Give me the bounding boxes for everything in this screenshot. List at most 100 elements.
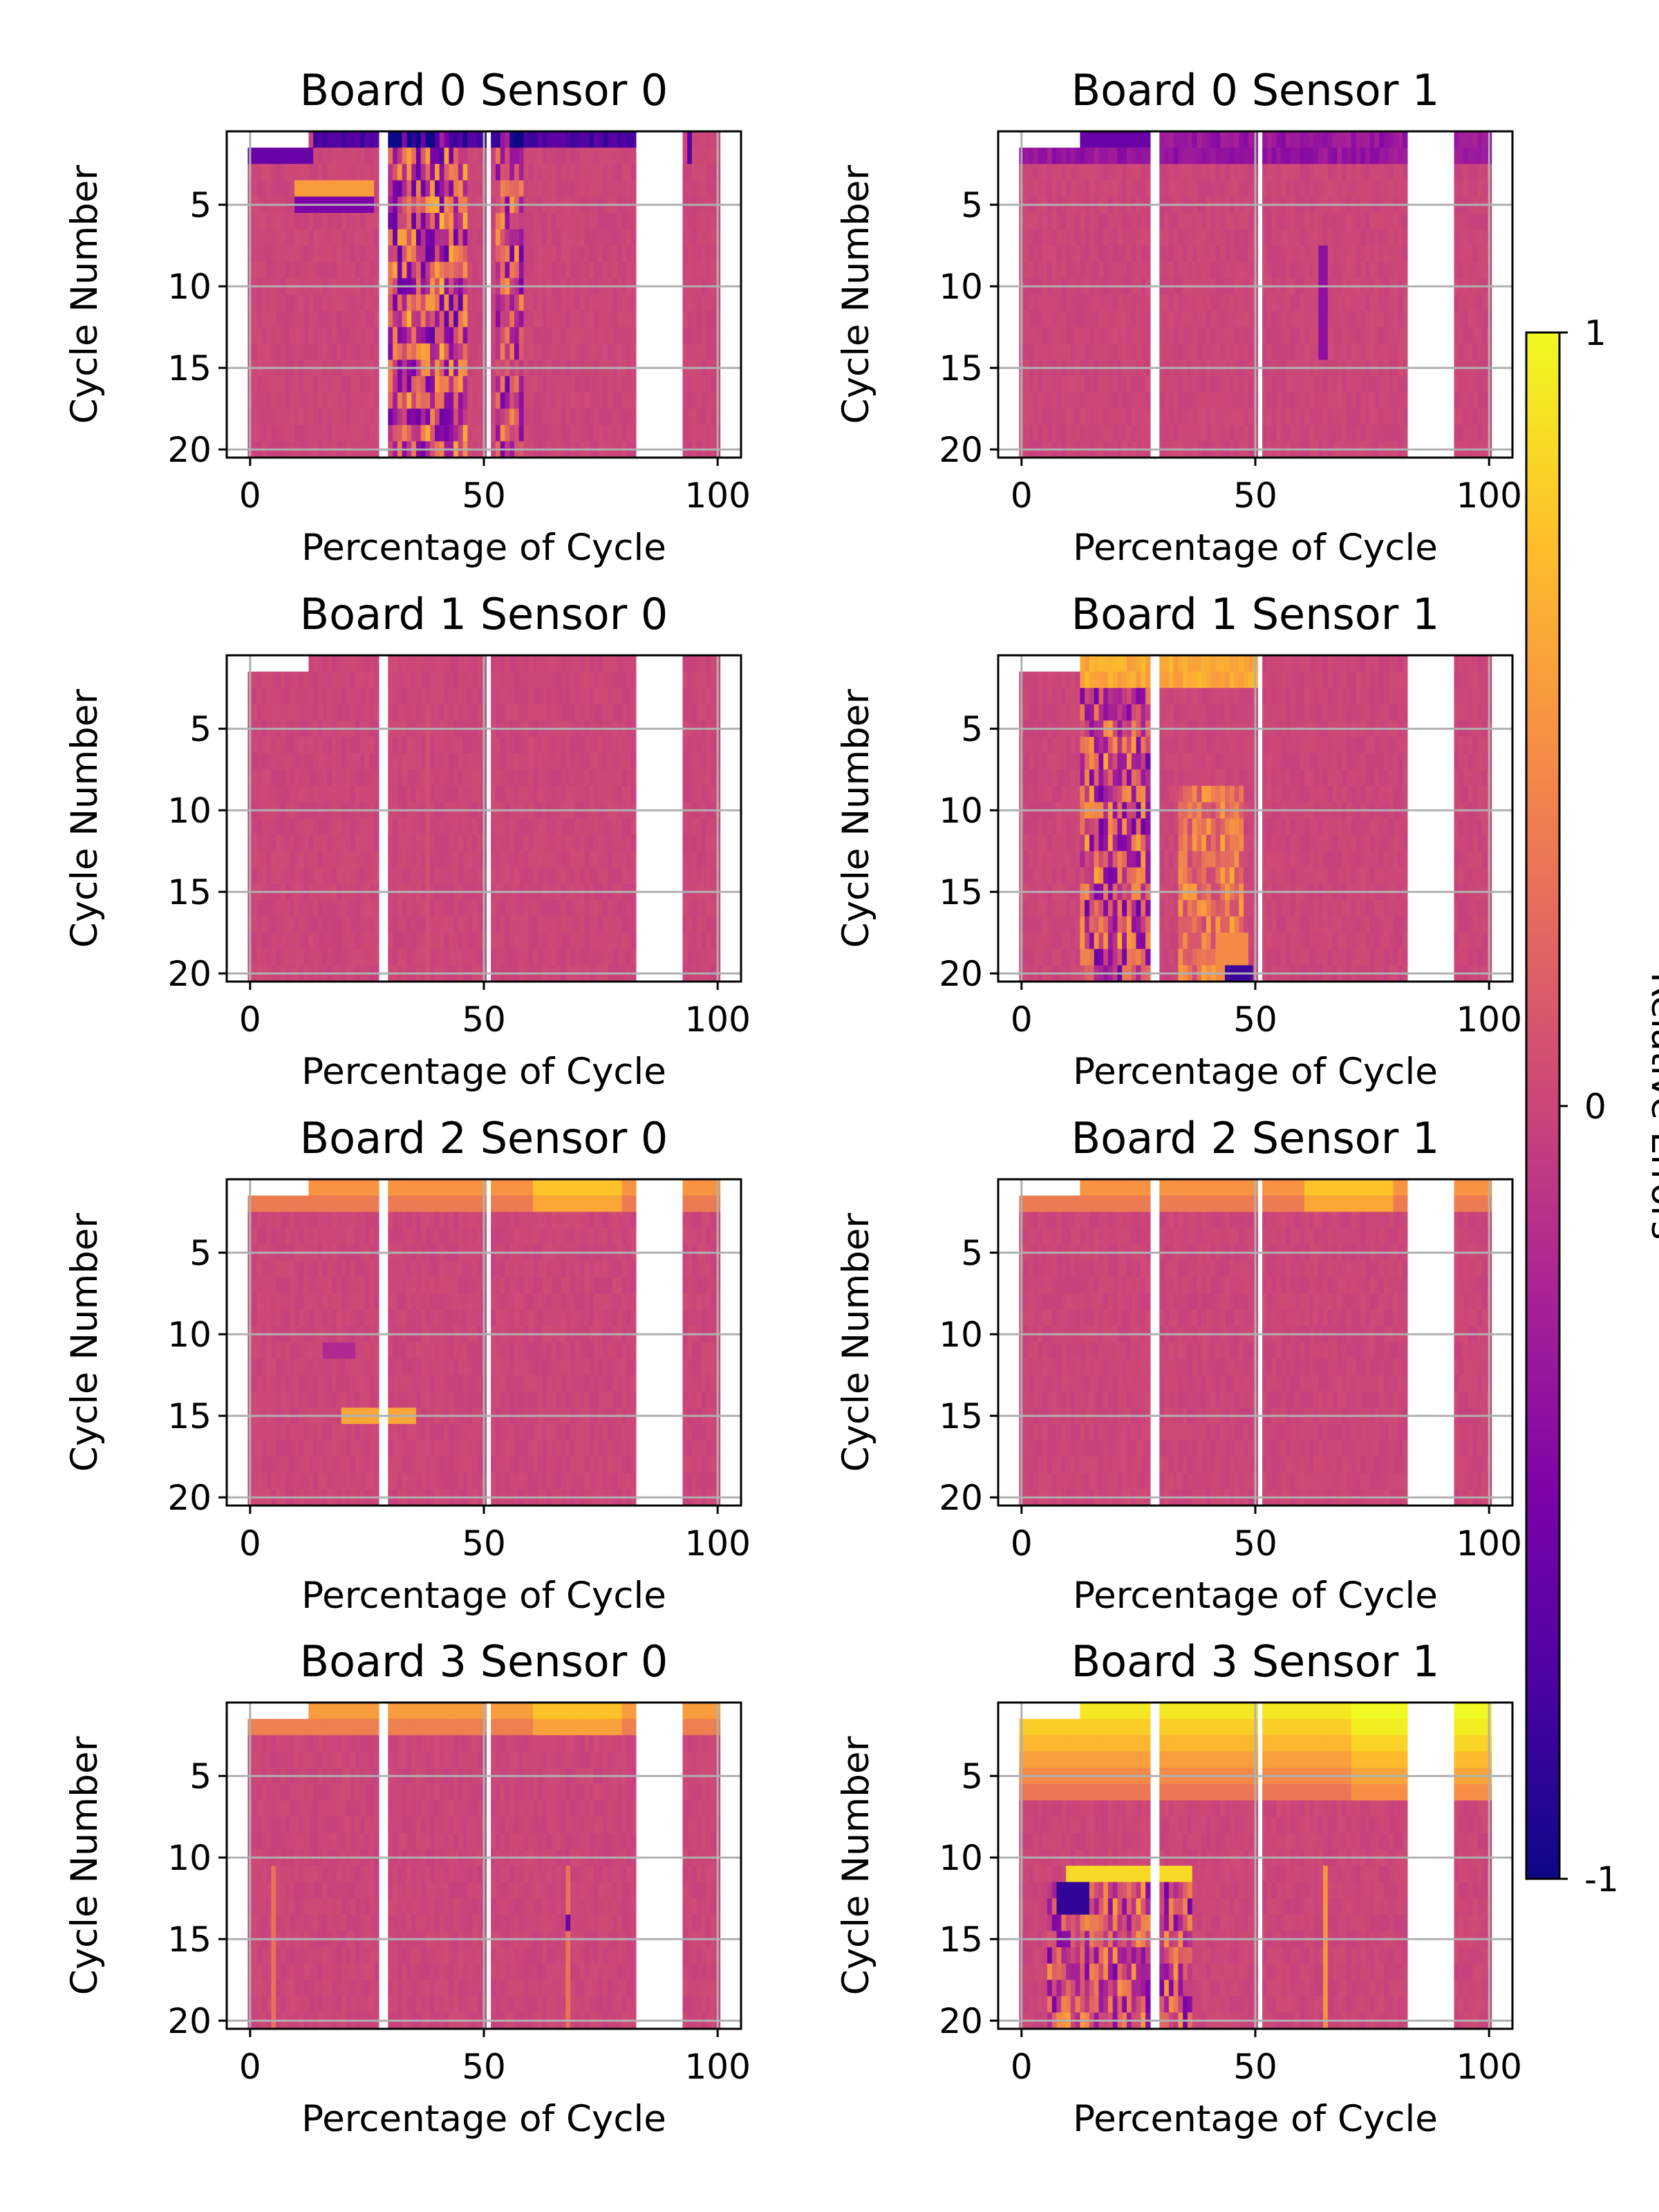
heatmap-cell <box>682 753 688 770</box>
heatmap-cell <box>308 737 314 754</box>
heatmap-cell <box>1029 294 1034 312</box>
heatmap-cell <box>271 180 276 197</box>
x-tick-label: 100 <box>684 476 750 516</box>
heatmap-cell <box>1271 424 1277 442</box>
heatmap-cell <box>1225 261 1230 279</box>
heatmap-cell <box>542 164 547 181</box>
heatmap-cell <box>1281 213 1286 230</box>
heatmap-cell <box>1145 343 1151 360</box>
heatmap-cell <box>430 376 435 393</box>
heatmap-cell <box>355 900 361 917</box>
heatmap-cell <box>579 180 585 197</box>
heatmap-cell <box>1136 180 1141 197</box>
heatmap-cell <box>453 409 459 426</box>
heatmap-cell <box>505 164 510 181</box>
heatmap-cell <box>523 376 529 393</box>
heatmap-cell <box>1388 376 1394 393</box>
heatmap-cell <box>476 769 482 787</box>
heatmap-cell <box>1234 229 1239 246</box>
heatmap-cell <box>327 818 332 836</box>
heatmap-cell <box>692 900 697 917</box>
heatmap-cell <box>491 310 496 328</box>
heatmap-cell <box>1239 180 1244 197</box>
heatmap-cell <box>687 818 693 836</box>
heatmap-cell <box>1192 131 1198 149</box>
x-tick-label: 0 <box>239 476 261 516</box>
heatmap-cell <box>303 867 309 884</box>
heatmap-cell <box>1168 147 1174 165</box>
heatmap-cell <box>280 327 286 344</box>
heatmap-cell <box>1229 294 1235 312</box>
heatmap-cell <box>388 704 393 721</box>
heatmap-cell <box>1318 376 1324 393</box>
heatmap-cell <box>420 261 427 279</box>
heatmap-cell <box>621 261 627 279</box>
heatmap-cell <box>1056 147 1062 165</box>
heatmap-cell <box>1248 261 1254 279</box>
heatmap-cell <box>261 688 268 705</box>
heatmap-cell <box>547 704 552 721</box>
heatmap-cell <box>598 688 604 705</box>
heatmap-cell <box>1225 327 1230 344</box>
heatmap-cell <box>1468 147 1474 165</box>
heatmap-cell <box>1266 180 1273 197</box>
heatmap-cell <box>458 655 464 673</box>
heatmap-cell <box>692 704 697 721</box>
heatmap-cell <box>472 916 478 933</box>
heatmap-cell <box>1304 424 1310 442</box>
heatmap-cell <box>402 851 407 868</box>
heatmap-cell <box>458 376 464 393</box>
heatmap-cell <box>327 704 332 721</box>
heatmap-cell <box>579 655 585 673</box>
heatmap-cell <box>1098 131 1104 149</box>
heatmap-cell <box>1229 131 1235 149</box>
heatmap-cell <box>528 327 534 344</box>
heatmap-cell <box>397 688 403 705</box>
heatmap-cell <box>1262 147 1268 165</box>
heatmap-cell <box>1229 409 1235 426</box>
heatmap-cell <box>598 392 604 409</box>
heatmap-cell <box>1066 310 1071 328</box>
heatmap-cell <box>608 867 613 884</box>
heatmap-cell <box>1225 147 1230 165</box>
heatmap-cell <box>1024 245 1029 263</box>
heatmap-cell <box>303 409 309 426</box>
heatmap-cell <box>1141 131 1146 149</box>
heatmap-cell <box>266 261 272 279</box>
heatmap-cell <box>505 294 510 312</box>
heatmap-cell <box>1327 294 1333 312</box>
heatmap-cell <box>1379 392 1385 409</box>
heatmap-cell <box>621 294 627 312</box>
heatmap-cell <box>500 213 506 230</box>
heatmap-cell <box>411 376 417 393</box>
heatmap-cell <box>1281 180 1286 197</box>
heatmap-cell <box>1290 245 1296 263</box>
heatmap-cell <box>313 213 319 230</box>
heatmap-cell <box>495 785 501 803</box>
heatmap-cell <box>415 343 422 360</box>
heatmap-cell <box>290 753 295 770</box>
heatmap-cell <box>1112 229 1118 246</box>
heatmap-cell <box>425 671 431 688</box>
heatmap-cell <box>1360 164 1366 181</box>
heatmap-cell <box>495 818 501 836</box>
heatmap-cell <box>561 409 566 426</box>
heatmap-cell <box>1164 376 1170 393</box>
heatmap-cell <box>621 310 627 328</box>
heatmap-cell <box>1304 261 1310 279</box>
heatmap-cell <box>266 376 272 393</box>
heatmap-cell <box>317 229 324 246</box>
heatmap-cell <box>1477 310 1483 328</box>
heatmap-cell <box>1038 164 1043 181</box>
heatmap-cell <box>1056 229 1062 246</box>
heatmap-cell <box>1332 245 1338 263</box>
heatmap-cell <box>542 294 547 312</box>
heatmap-cell <box>257 916 263 933</box>
heatmap-cell <box>561 851 566 868</box>
heatmap-cell <box>537 737 543 754</box>
heatmap-cell <box>514 671 520 688</box>
heatmap-cell <box>1098 343 1104 360</box>
heatmap-cell <box>476 818 482 836</box>
heatmap-cell <box>444 180 449 197</box>
heatmap-cell <box>1220 261 1226 279</box>
